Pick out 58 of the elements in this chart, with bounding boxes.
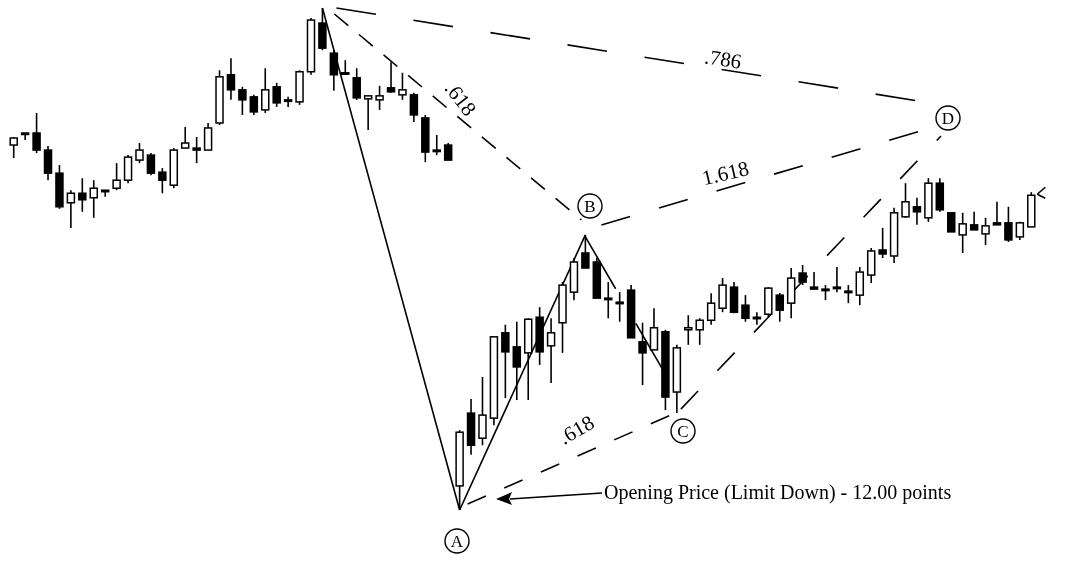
candlestick <box>958 212 967 254</box>
candlestick <box>180 126 190 149</box>
candlestick <box>695 317 704 346</box>
candlestick <box>798 264 807 286</box>
candlestick <box>135 142 144 164</box>
candlestick <box>604 281 613 320</box>
candlestick <box>9 136 18 159</box>
candlestick <box>432 134 441 156</box>
candlestick <box>226 57 236 101</box>
candlestick <box>741 294 750 323</box>
candlestick <box>844 284 853 304</box>
candlestick <box>501 323 510 399</box>
candlestick <box>649 307 659 351</box>
annotation: .618 <box>439 76 482 121</box>
candlestick <box>43 145 53 181</box>
candlestick <box>947 212 956 233</box>
candlestick <box>192 136 201 164</box>
candlestick <box>203 122 213 151</box>
candlestick <box>832 266 842 293</box>
annotation: B <box>584 197 596 216</box>
candlestick <box>684 314 693 346</box>
candlestick <box>78 177 87 213</box>
candlestick <box>363 95 373 131</box>
candlestick <box>20 132 30 141</box>
candlestick <box>238 86 247 116</box>
candlestick <box>272 82 281 108</box>
candlestick <box>32 112 41 154</box>
candlestick <box>546 317 556 384</box>
candlestick <box>992 200 1002 226</box>
candlestick <box>478 376 487 447</box>
candlestick <box>809 271 819 290</box>
candlestick <box>855 266 865 306</box>
candlestick <box>752 311 762 326</box>
candlestick <box>249 94 259 116</box>
candlestick <box>775 292 784 323</box>
candlestick <box>969 211 979 231</box>
candlestick <box>261 67 270 114</box>
text: A <box>450 532 464 551</box>
annotation: .618 <box>554 410 599 450</box>
candlestick <box>89 179 98 219</box>
annotation: 1.618 <box>699 156 752 191</box>
candlestick <box>878 227 887 259</box>
candlestick <box>66 189 76 229</box>
annotation: C <box>677 422 689 441</box>
candlestick <box>158 167 167 195</box>
candlestick <box>123 154 133 184</box>
annotation: Opening Price (Limit Down) - 12.00 points <box>604 481 952 504</box>
candlestick <box>146 152 156 176</box>
candlestick <box>1004 205 1013 243</box>
annotation: .786 <box>703 44 744 74</box>
candlestick <box>706 292 716 326</box>
candlestick <box>112 162 121 192</box>
candlestick <box>615 291 624 323</box>
candlestick <box>100 189 110 198</box>
candlestick <box>718 277 727 314</box>
candlestick <box>981 217 990 246</box>
annotation: D <box>941 109 955 128</box>
candlestick <box>512 320 522 401</box>
